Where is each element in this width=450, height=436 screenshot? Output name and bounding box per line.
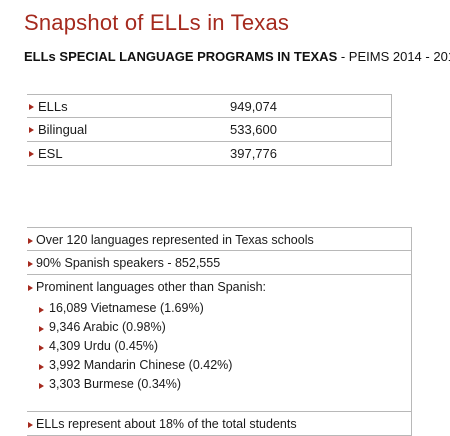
bullet-triangle-icon [39,345,44,351]
stat-row-bilingual: Bilingual 533,600 [27,118,392,142]
stat-row-esl: ESL 397,776 [27,142,392,166]
language-text: 9,346 Arabic (0.98%) [49,320,166,334]
fact-languages: Over 120 languages represented in Texas … [27,227,412,251]
bullet-triangle-icon [28,261,33,267]
stat-label: ESL [38,146,63,161]
stat-label: Bilingual [38,122,88,137]
language-text: 4,309 Urdu (0.45%) [49,339,159,353]
fact-total-share: ELLs represent about 18% of the total st… [27,412,412,436]
bullet-triangle-icon [28,285,33,291]
fact-text: Over 120 languages represented in Texas … [36,233,314,247]
bullet-triangle-icon [29,104,34,110]
bullet-triangle-icon [28,422,33,428]
bullet-triangle-icon [39,383,44,389]
bullet-triangle-icon [39,326,44,332]
fact-spanish: 90% Spanish speakers - 852,555 [27,251,412,275]
stat-value: 533,600 [230,122,277,137]
fact-heading: Prominent languages other than Spanish: [36,280,267,294]
fact-prominent-languages: Prominent languages other than Spanish: … [27,275,412,412]
language-text: 3,303 Burmese (0.34%) [49,377,182,391]
bullet-triangle-icon [39,364,44,370]
subtitle-bold: ELLs SPECIAL LANGUAGE PROGRAMS IN TEXAS [24,49,338,64]
bullet-triangle-icon [29,127,34,133]
facts-list: Over 120 languages represented in Texas … [27,227,412,436]
fact-text: ELLs represent about 18% of the total st… [36,417,297,431]
page-title: Snapshot of ELLs in Texas [24,10,290,35]
stat-label: ELLs [38,99,68,114]
stat-value: 397,776 [230,146,277,161]
language-text: 16,089 Vietnamese (1.69%) [49,301,204,315]
stat-row-ells: ELLs 949,074 [27,94,392,118]
stats-table: ELLs 949,074 Bilingual 533,600 ESL 397,7… [27,94,392,166]
language-text: 3,992 Mandarin Chinese (0.42%) [49,358,233,372]
bullet-triangle-icon [29,151,34,157]
subtitle: ELLs SPECIAL LANGUAGE PROGRAMS IN TEXAS … [24,49,450,64]
fact-text: 90% Spanish speakers - 852,555 [36,256,221,270]
bullet-triangle-icon [39,307,44,313]
stat-value: 949,074 [230,99,277,114]
bullet-triangle-icon [28,238,33,244]
subtitle-rest: - PEIMS 2014 - 2015 [337,49,450,64]
